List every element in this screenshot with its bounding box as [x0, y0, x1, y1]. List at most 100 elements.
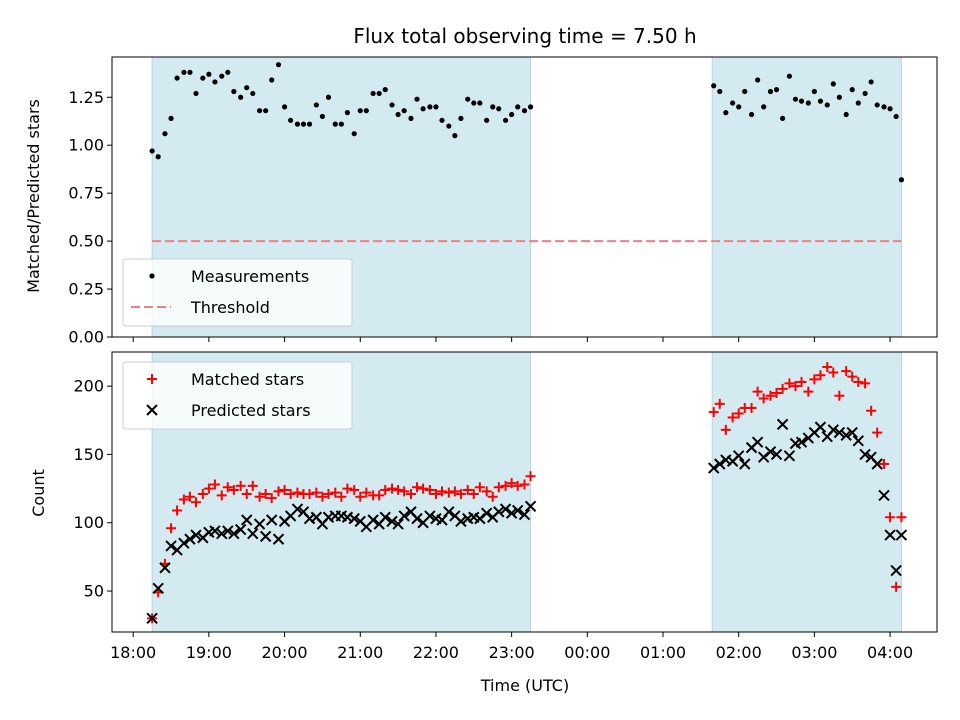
predicted-stars-point — [827, 424, 840, 436]
matched-stars-point — [222, 482, 233, 493]
x-tick-label: 19:00 — [186, 643, 232, 662]
measurement-point — [238, 94, 244, 100]
measurement-point — [206, 71, 212, 77]
matched-stars-point — [506, 478, 517, 489]
measurement-point — [730, 100, 736, 106]
measurement-point — [452, 133, 458, 139]
measurement-point — [427, 104, 433, 110]
matched-stars-point — [481, 486, 492, 497]
measurement-point — [881, 104, 887, 110]
legend-entry-label: Matched stars — [191, 370, 304, 389]
measurement-point — [332, 121, 338, 127]
measurement-point — [408, 115, 414, 121]
predicted-stars-point — [159, 562, 171, 574]
top-y-tick-label: 0.25 — [68, 280, 104, 299]
measurement-point — [439, 117, 445, 123]
matched-stars-point — [765, 390, 776, 401]
predicted-stars-point — [379, 511, 391, 523]
predicted-stars-point — [814, 421, 827, 433]
measurement-point — [786, 73, 793, 79]
predicted-stars-point — [222, 525, 234, 537]
measurement-point — [200, 75, 206, 81]
predicted-stars-point — [505, 507, 518, 519]
legend-measurements-marker — [149, 273, 155, 279]
measurement-point — [811, 88, 817, 95]
bottom-panel-counts: 50 100 150 200 18:00 19:00 20:00 21:00 22:00 23:0… — [73, 351, 938, 662]
measurement-point — [711, 83, 717, 89]
predicted-stars-point — [146, 612, 158, 625]
predicted-stars-point — [411, 512, 423, 525]
matched-stars-point — [443, 487, 454, 498]
predicted-stars-point — [511, 504, 524, 517]
measurement-point — [344, 110, 350, 116]
x-tick-label: 00:00 — [564, 643, 610, 662]
measurement-point — [231, 88, 237, 95]
predicted-stars-point — [795, 436, 808, 448]
predicted-stars-point — [770, 448, 783, 461]
predicted-stars-point — [152, 582, 164, 595]
legend-entry-label: Threshold — [190, 298, 270, 317]
matched-stars-point — [254, 491, 265, 502]
top-y-tick-label: 1.00 — [68, 136, 104, 155]
measurement-point — [874, 102, 880, 108]
measurement-point — [357, 108, 363, 114]
chart-title: Flux total observing time = 7.50 h — [353, 24, 696, 48]
matched-stars-point — [166, 523, 177, 534]
matched-stars-point — [216, 490, 227, 501]
predicted-stars-point — [392, 518, 404, 530]
bottom-legend-box — [122, 361, 353, 430]
measurement-point — [382, 87, 388, 93]
matched-stars-point — [455, 489, 466, 500]
measurement-point — [313, 102, 319, 108]
matched-stars-point — [500, 480, 511, 491]
predicted-stars-point — [890, 564, 902, 577]
matched-stars-point — [172, 505, 183, 516]
matched-stars-point — [790, 381, 801, 392]
predicted-stars-point — [190, 529, 202, 541]
matched-stars-point — [260, 489, 271, 500]
matched-stars-point — [178, 494, 189, 505]
predicted-stars-point — [241, 514, 253, 526]
predicted-stars-point — [895, 529, 908, 541]
matched-stars-point — [424, 484, 435, 495]
predicted-stars-point — [272, 533, 285, 545]
matched-stars-point — [853, 377, 864, 388]
predicted-stars-point — [833, 426, 846, 439]
matched-stars-point — [815, 370, 826, 381]
predicted-stars-point — [499, 503, 512, 515]
predicted-stars-point — [884, 529, 896, 541]
matched-stars-point — [866, 405, 877, 416]
measurement-point — [465, 96, 471, 102]
predicted-stars-point — [209, 525, 221, 537]
matched-stars-point — [266, 493, 277, 504]
legend-entry-label: Predicted stars — [191, 401, 311, 420]
measurement-point — [193, 90, 199, 97]
top-y-tick-label: 0.00 — [68, 328, 104, 347]
predicted-stars-point — [764, 445, 777, 458]
measurement-point — [736, 104, 742, 110]
predicted-stars-point — [253, 518, 266, 530]
measurement-point — [824, 102, 830, 108]
x-tick-label: 23:00 — [489, 643, 535, 662]
top-axes-frame — [111, 56, 938, 338]
measurement-point — [376, 90, 382, 97]
measurement-point — [798, 98, 805, 104]
matched-stars-point — [885, 512, 896, 523]
matched-stars-point — [841, 366, 852, 377]
measurement-point — [363, 108, 369, 114]
measurement-point — [792, 96, 799, 102]
matched-stars-point — [777, 383, 788, 394]
legend-entry-label: Measurements — [191, 267, 309, 286]
matched-stars-point — [525, 471, 536, 482]
matched-stars-point — [405, 489, 416, 500]
predicted-stars-point — [480, 507, 493, 519]
predicted-stars-point — [184, 533, 196, 545]
matched-stars-point — [822, 362, 833, 373]
bottom-y-tick-label: 100 — [73, 513, 104, 532]
top-observing-span-2 — [712, 57, 902, 337]
x-tick-label: 04:00 — [867, 643, 913, 662]
measurement-point — [849, 87, 855, 93]
measurement-point — [168, 115, 174, 121]
matched-stars-point — [247, 480, 258, 491]
